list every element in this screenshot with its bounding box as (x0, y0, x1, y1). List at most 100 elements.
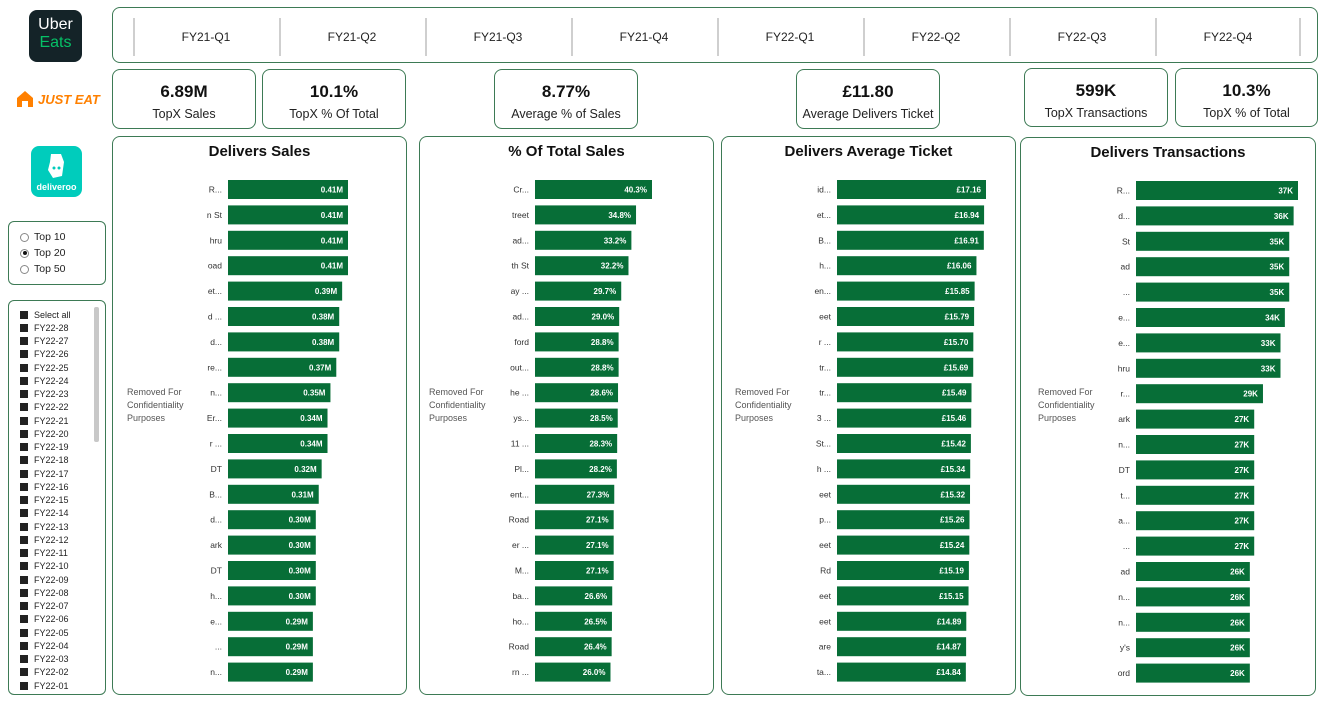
bar[interactable] (228, 256, 348, 276)
bar[interactable] (837, 256, 977, 276)
bar[interactable] (535, 637, 612, 657)
bar[interactable] (535, 307, 620, 326)
radio-selected-icon[interactable] (20, 248, 29, 258)
bar[interactable] (837, 205, 985, 225)
bar[interactable] (837, 662, 966, 682)
bar[interactable] (535, 586, 613, 606)
week-item-select-all[interactable]: Select all (20, 308, 71, 321)
week-slicer-scrollbar[interactable] (94, 307, 99, 442)
bar[interactable] (837, 611, 967, 631)
bar[interactable] (1136, 562, 1250, 581)
checkbox-checked-icon[interactable] (20, 615, 28, 624)
topx-option-top-50[interactable]: Top 50 (20, 263, 66, 275)
bar[interactable] (535, 357, 619, 377)
bar[interactable] (228, 408, 328, 428)
tab-fy22-q3[interactable]: FY22-Q3 (1057, 30, 1107, 44)
checkbox-checked-icon[interactable] (20, 628, 28, 637)
bar[interactable] (228, 459, 322, 479)
bar[interactable] (228, 307, 340, 326)
checkbox-checked-icon[interactable] (20, 363, 28, 372)
checkbox-checked-icon[interactable] (20, 310, 28, 319)
week-item-fy22-21[interactable]: FY22-21 (20, 414, 69, 427)
bar[interactable] (535, 510, 614, 530)
bar[interactable] (1136, 663, 1250, 683)
checkbox-checked-icon[interactable] (20, 323, 28, 332)
week-item-fy22-14[interactable]: FY22-14 (20, 507, 69, 520)
bar[interactable] (837, 383, 972, 403)
bar[interactable] (228, 662, 313, 682)
week-item-fy22-05[interactable]: FY22-05 (20, 626, 69, 639)
bar[interactable] (228, 205, 348, 225)
checkbox-checked-icon[interactable] (20, 562, 28, 571)
bar[interactable] (535, 281, 622, 301)
week-item-fy22-08[interactable]: FY22-08 (20, 586, 69, 599)
bar[interactable] (535, 180, 652, 199)
bar[interactable] (535, 408, 618, 428)
bar[interactable] (228, 611, 313, 631)
bar[interactable] (837, 180, 986, 199)
bar[interactable] (1136, 409, 1255, 429)
bar[interactable] (535, 256, 629, 276)
bar[interactable] (228, 484, 319, 504)
bar[interactable] (837, 307, 975, 326)
radio-empty-icon[interactable] (20, 264, 29, 274)
week-item-fy22-23[interactable]: FY22-23 (20, 388, 69, 401)
bar[interactable] (1136, 282, 1290, 302)
uber-eats-logo[interactable]: Uber Eats (29, 10, 82, 62)
bar[interactable] (1136, 511, 1255, 531)
week-item-fy22-07[interactable]: FY22-07 (20, 600, 69, 613)
bar[interactable] (228, 510, 316, 530)
bar[interactable] (1136, 536, 1255, 556)
bar[interactable] (535, 611, 612, 631)
bar[interactable] (535, 205, 637, 225)
week-item-fy22-17[interactable]: FY22-17 (20, 467, 69, 480)
checkbox-checked-icon[interactable] (20, 535, 28, 544)
bar[interactable] (228, 180, 348, 199)
bar[interactable] (228, 332, 340, 352)
bar[interactable] (837, 332, 974, 352)
week-item-fy22-13[interactable]: FY22-13 (20, 520, 69, 533)
week-item-fy22-12[interactable]: FY22-12 (20, 533, 69, 546)
bar[interactable] (837, 561, 969, 580)
week-item-fy22-19[interactable]: FY22-19 (20, 441, 69, 454)
week-item-fy22-24[interactable]: FY22-24 (20, 374, 69, 387)
week-item-fy22-28[interactable]: FY22-28 (20, 321, 69, 334)
bar[interactable] (1136, 587, 1250, 607)
bar[interactable] (1136, 257, 1290, 277)
bar[interactable] (535, 662, 611, 682)
tab-fy21-q3[interactable]: FY21-Q3 (473, 30, 523, 44)
tab-fy22-q2[interactable]: FY22-Q2 (911, 30, 961, 44)
deliveroo-logo[interactable]: deliveroo (31, 146, 82, 197)
bar[interactable] (1136, 460, 1255, 480)
checkbox-checked-icon[interactable] (20, 681, 28, 690)
bar[interactable] (228, 637, 313, 657)
week-item-fy22-18[interactable]: FY22-18 (20, 454, 69, 467)
checkbox-checked-icon[interactable] (20, 456, 28, 465)
week-item-fy22-25[interactable]: FY22-25 (20, 361, 69, 374)
tab-fy21-q2[interactable]: FY21-Q2 (327, 30, 377, 44)
bar[interactable] (1136, 384, 1263, 404)
checkbox-checked-icon[interactable] (20, 443, 28, 451)
checkbox-checked-icon[interactable] (20, 416, 28, 425)
bar[interactable] (1136, 638, 1250, 658)
bar[interactable] (837, 357, 974, 377)
bar[interactable] (535, 459, 617, 479)
bar[interactable] (228, 281, 343, 301)
bar[interactable] (837, 408, 972, 428)
checkbox-checked-icon[interactable] (20, 403, 28, 412)
bar[interactable] (837, 510, 970, 530)
checkbox-checked-icon[interactable] (20, 350, 28, 359)
checkbox-checked-icon[interactable] (20, 469, 28, 478)
just-eat-logo[interactable]: JUST EAT (15, 87, 105, 111)
bar[interactable] (837, 230, 984, 250)
checkbox-checked-icon[interactable] (20, 429, 28, 438)
bar[interactable] (1136, 308, 1285, 327)
bar[interactable] (535, 230, 632, 250)
bar[interactable] (1136, 612, 1250, 632)
checkbox-checked-icon[interactable] (20, 496, 28, 504)
bar[interactable] (837, 637, 967, 657)
week-item-fy22-03[interactable]: FY22-03 (20, 653, 69, 666)
week-item-fy22-09[interactable]: FY22-09 (20, 573, 69, 586)
bar[interactable] (535, 383, 619, 403)
bar[interactable] (228, 434, 328, 453)
